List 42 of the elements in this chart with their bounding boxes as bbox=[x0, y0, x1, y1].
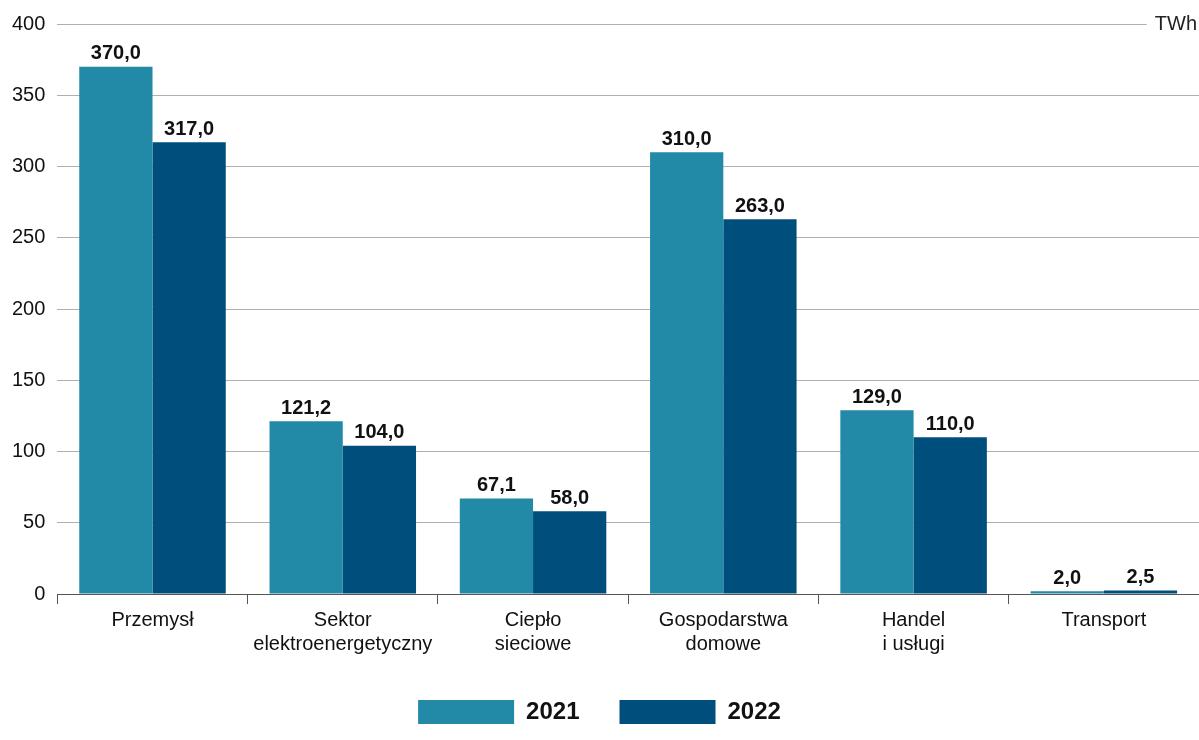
bar bbox=[152, 142, 226, 594]
y-tick-label: 200 bbox=[11, 296, 46, 319]
data-label: 58,0 bbox=[550, 485, 590, 508]
y-tick-label: 300 bbox=[11, 154, 46, 177]
x-tick-label: Transport bbox=[1061, 607, 1147, 630]
legend-label: 2022 bbox=[727, 696, 781, 724]
data-label: 121,2 bbox=[281, 395, 332, 418]
data-label: 310,0 bbox=[661, 126, 712, 149]
bar bbox=[342, 445, 417, 594]
y-tick-label: 150 bbox=[11, 367, 46, 390]
y-tick-label: 400 bbox=[11, 11, 46, 34]
bar bbox=[79, 66, 153, 594]
x-tick-label: Gospodarstwa domowe bbox=[658, 607, 789, 654]
bar bbox=[533, 511, 607, 594]
data-label: 129,0 bbox=[851, 384, 902, 407]
y-axis-title: TWh bbox=[1154, 11, 1197, 34]
bar bbox=[1103, 590, 1178, 594]
data-label: 2,0 bbox=[1053, 565, 1082, 588]
bar bbox=[723, 219, 797, 594]
data-label: 317,0 bbox=[164, 116, 215, 139]
x-tick-label: Sektor elektroenergetyczny bbox=[253, 607, 433, 654]
bar bbox=[913, 437, 987, 594]
x-tick-label: Przemysł bbox=[111, 607, 195, 630]
y-tick-label: 100 bbox=[11, 439, 46, 462]
x-tick-label: Ciepło sieciowe bbox=[494, 607, 572, 654]
bar bbox=[269, 421, 343, 594]
data-label: 104,0 bbox=[354, 420, 405, 443]
bar bbox=[1030, 591, 1104, 594]
data-label: 370,0 bbox=[90, 41, 141, 64]
y-tick-label: 0 bbox=[34, 581, 46, 604]
y-tick-label: 50 bbox=[23, 510, 46, 533]
bar bbox=[650, 152, 724, 594]
data-label: 263,0 bbox=[734, 193, 785, 216]
data-label: 110,0 bbox=[925, 411, 975, 434]
data-label: 67,1 bbox=[476, 472, 516, 495]
data-label: 2,5 bbox=[1126, 564, 1155, 587]
y-tick-label: 350 bbox=[11, 82, 46, 105]
bar bbox=[840, 410, 914, 594]
legend-label: 2021 bbox=[526, 696, 580, 724]
x-tick-label: Handel i usługi bbox=[881, 607, 946, 654]
bar bbox=[459, 498, 534, 594]
y-tick-label: 250 bbox=[11, 225, 46, 248]
